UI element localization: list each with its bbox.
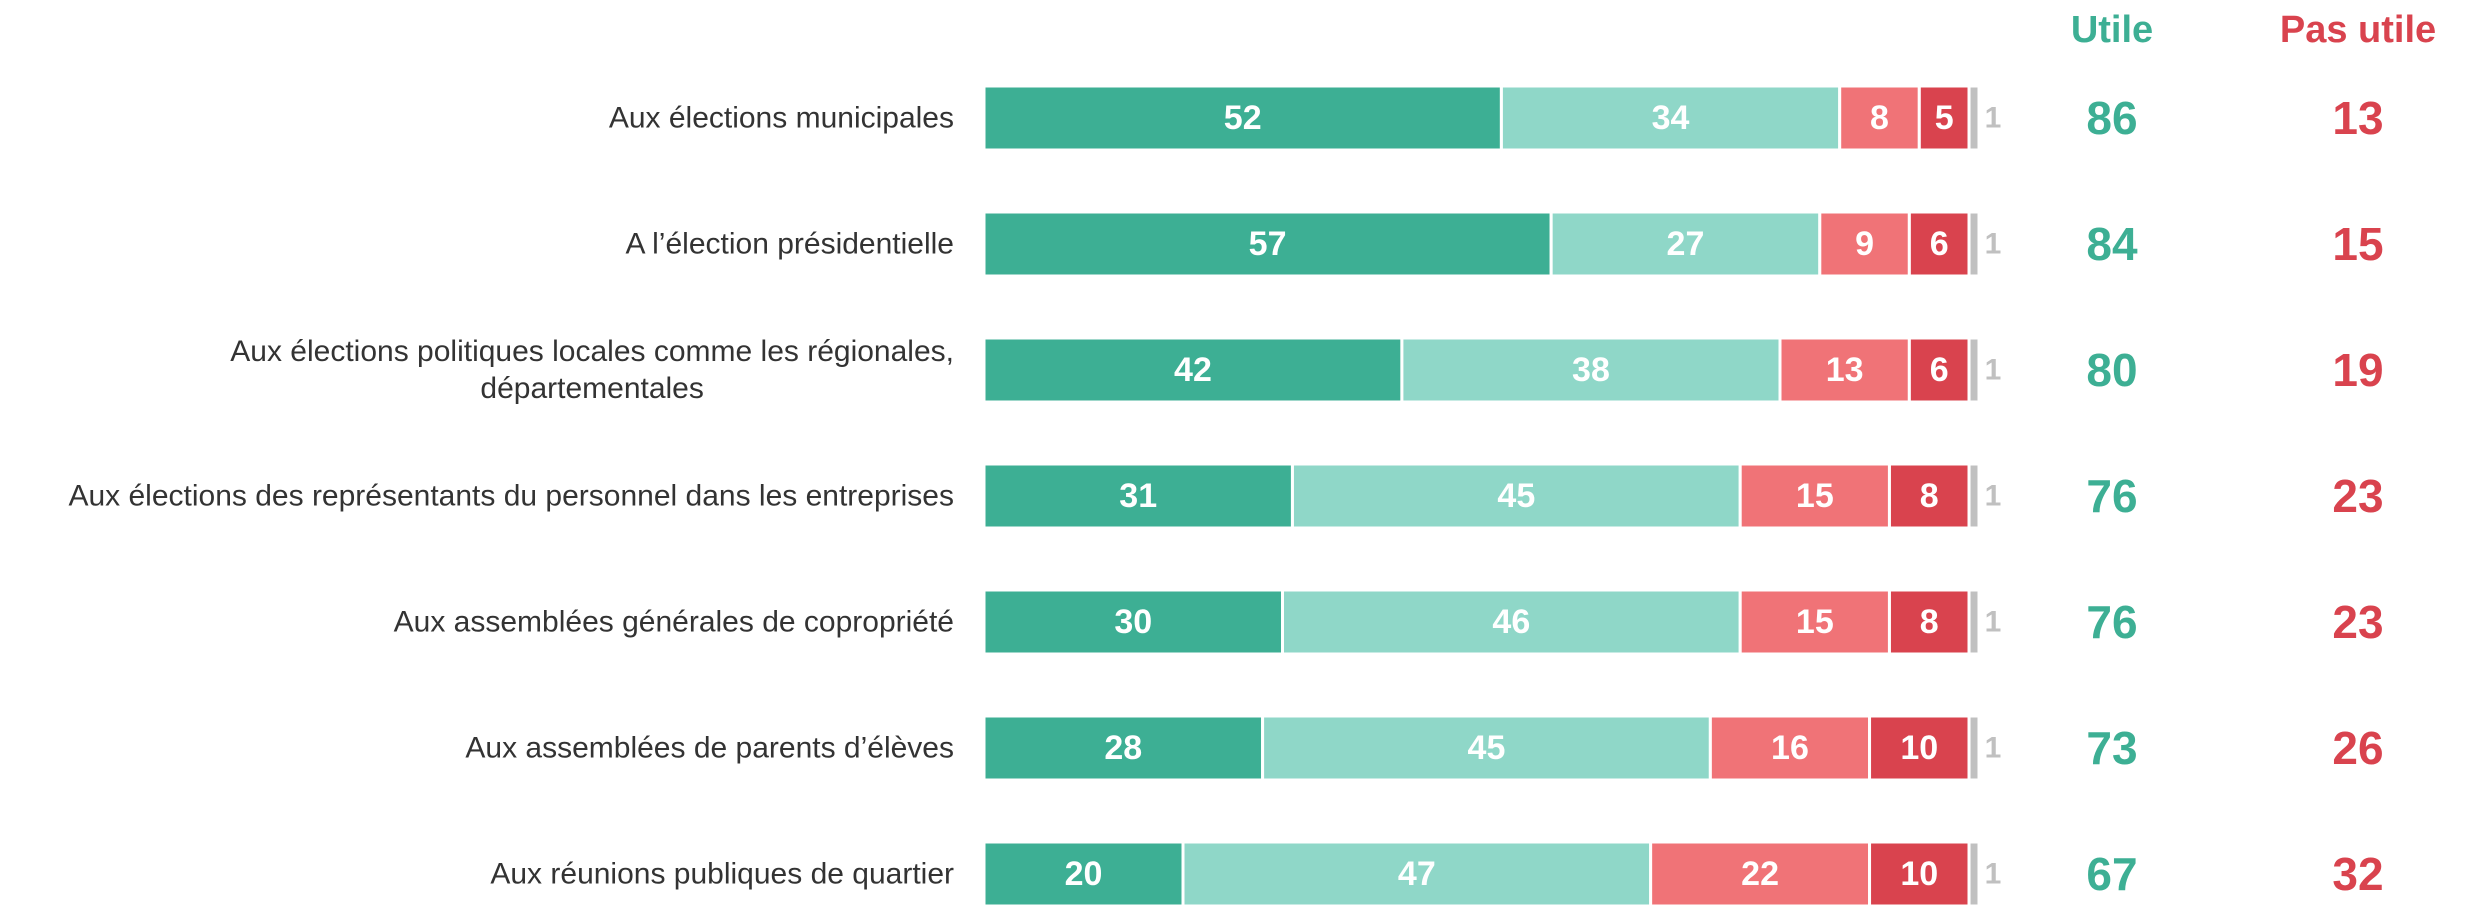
bar-segment bbox=[1290, 462, 1742, 530]
bar-segment bbox=[1868, 840, 1971, 908]
bar-label: 10 bbox=[1900, 729, 1938, 767]
bar-segment bbox=[1261, 714, 1712, 782]
bar-label: 15 bbox=[1796, 603, 1834, 641]
bar-segment bbox=[1499, 84, 1842, 152]
bar-segment bbox=[1549, 210, 1822, 278]
bar-segment bbox=[982, 840, 1185, 908]
bar-segment bbox=[1967, 840, 1981, 908]
bar-segment bbox=[1967, 462, 1981, 530]
bar-label: 8 bbox=[1870, 99, 1889, 137]
bar-label: 9 bbox=[1855, 225, 1874, 263]
bar-segment bbox=[1708, 714, 1872, 782]
bar-segment bbox=[982, 462, 1294, 530]
total-value: 26 bbox=[2332, 722, 2383, 774]
bar-label: 1 bbox=[1985, 102, 2002, 135]
bar-segment bbox=[1967, 588, 1981, 656]
total-value: 76 bbox=[2086, 596, 2137, 648]
total-value: 80 bbox=[2086, 344, 2137, 396]
bar-label: 1 bbox=[1985, 354, 2002, 387]
bar-label: 8 bbox=[1920, 477, 1939, 515]
bar-segment bbox=[1907, 210, 1971, 278]
bar-segment bbox=[1838, 84, 1921, 152]
bar-segment bbox=[1738, 588, 1891, 656]
bar-label: 30 bbox=[1114, 603, 1152, 641]
bar-label: 5 bbox=[1935, 99, 1954, 137]
total-value: 15 bbox=[2332, 218, 2383, 270]
bar-segment bbox=[1907, 336, 1971, 404]
bar-label: 15 bbox=[1796, 477, 1834, 515]
bar-label: 22 bbox=[1741, 855, 1779, 893]
bar-segment bbox=[1818, 210, 1911, 278]
bar-segment bbox=[1967, 714, 1981, 782]
bar-label: 1 bbox=[1985, 228, 2002, 261]
bar-label: 31 bbox=[1119, 477, 1157, 515]
bar-label: 34 bbox=[1652, 99, 1690, 137]
category-label: A l’élection présidentielle bbox=[625, 227, 954, 261]
total-value: 76 bbox=[2086, 470, 2137, 522]
bar-label: 20 bbox=[1065, 855, 1103, 893]
bar-label: 27 bbox=[1667, 225, 1705, 263]
category-label: Aux élections politiques locales comme l… bbox=[230, 335, 954, 405]
total-value: 19 bbox=[2332, 344, 2383, 396]
bar-label: 10 bbox=[1900, 855, 1938, 893]
total-value: 32 bbox=[2332, 848, 2383, 900]
bar-segment bbox=[1887, 462, 1971, 530]
column-header: Utile bbox=[2071, 9, 2153, 51]
bar-segment bbox=[982, 84, 1503, 152]
bar-segment bbox=[1281, 588, 1742, 656]
bar-label: 1 bbox=[1985, 732, 2002, 765]
bar-segment bbox=[1967, 336, 1981, 404]
bar-label: 42 bbox=[1174, 351, 1212, 389]
bar-segment bbox=[1967, 210, 1981, 278]
bar-label: 6 bbox=[1930, 351, 1949, 389]
bar-label: 13 bbox=[1826, 351, 1864, 389]
column-header: Pas utile bbox=[2280, 9, 2436, 51]
category-label: Aux élections municipales bbox=[608, 101, 954, 135]
bar-label: 38 bbox=[1572, 351, 1610, 389]
bar-label: 6 bbox=[1930, 225, 1949, 263]
bar-segment bbox=[1967, 84, 1981, 152]
bar-label: 45 bbox=[1468, 729, 1506, 767]
bar-segment bbox=[982, 336, 1404, 404]
bar-label: 46 bbox=[1492, 603, 1530, 641]
bar-segment bbox=[982, 210, 1553, 278]
total-value: 84 bbox=[2086, 218, 2138, 270]
bar-label: 45 bbox=[1497, 477, 1535, 515]
bar-label: 47 bbox=[1398, 855, 1436, 893]
bar-label: 52 bbox=[1224, 99, 1262, 137]
bar-label: 57 bbox=[1249, 225, 1287, 263]
category-label: Aux élections des représentants du perso… bbox=[68, 479, 954, 513]
bar-segment bbox=[982, 588, 1284, 656]
bar-label: 1 bbox=[1985, 480, 2002, 513]
total-value: 13 bbox=[2332, 92, 2383, 144]
bar-segment bbox=[982, 714, 1265, 782]
category-label: Aux réunions publiques de quartier bbox=[490, 857, 954, 891]
total-value: 23 bbox=[2332, 596, 2383, 648]
total-value: 23 bbox=[2332, 470, 2383, 522]
total-value: 67 bbox=[2086, 848, 2137, 900]
bar-label: 1 bbox=[1985, 858, 2002, 891]
total-value: 73 bbox=[2086, 722, 2137, 774]
total-value: 86 bbox=[2086, 92, 2137, 144]
bar-label: 28 bbox=[1104, 729, 1142, 767]
category-label: Aux assemblées de parents d’élèves bbox=[465, 731, 954, 765]
bar-segment bbox=[1649, 840, 1872, 908]
bar-label: 8 bbox=[1920, 603, 1939, 641]
bar-segment bbox=[1887, 588, 1971, 656]
bar-label: 1 bbox=[1985, 606, 2002, 639]
bar-label: 16 bbox=[1771, 729, 1809, 767]
category-label: Aux assemblées générales de copropriété bbox=[393, 605, 954, 639]
bar-segment bbox=[1400, 336, 1782, 404]
